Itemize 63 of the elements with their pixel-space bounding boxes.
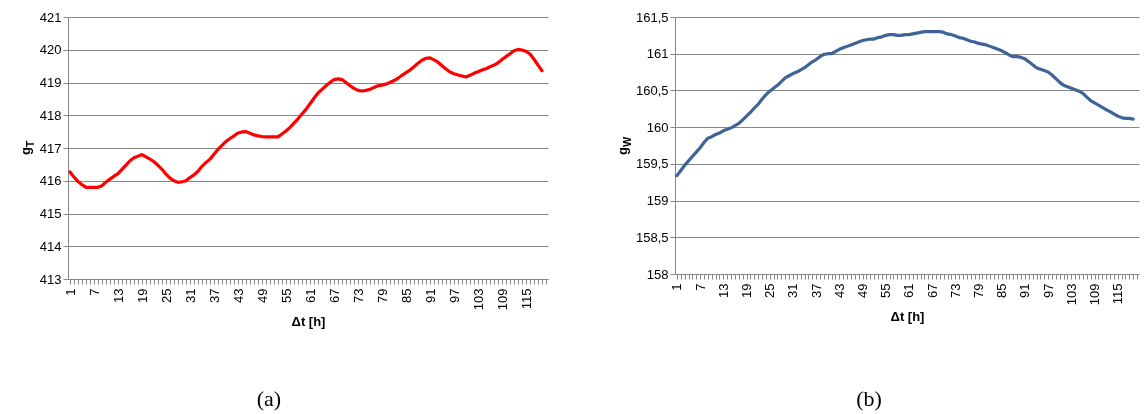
x-tick-label: 67: [924, 283, 940, 298]
x-tick-label: 1: [62, 288, 78, 296]
y-tick-label: 419: [39, 75, 62, 90]
x-tick-label: 73: [350, 288, 366, 303]
x-tick-label: 7: [692, 283, 708, 291]
x-tick-label: 109: [494, 288, 510, 311]
x-tick-label: 79: [374, 288, 390, 303]
x-tick-label: 115: [1110, 283, 1126, 305]
x-tick-label: 31: [785, 283, 801, 298]
x-tick-label: 97: [1040, 283, 1056, 298]
x-tick-label: 97: [446, 288, 462, 303]
y-tick-label: 158: [646, 266, 669, 282]
x-tick-label: 43: [831, 283, 847, 298]
text: (b): [855, 386, 883, 412]
y-tick-label: 159: [646, 193, 669, 209]
y-tick-label: 160,5: [635, 82, 669, 98]
line-series: [68, 47, 544, 189]
x-tick-label: 43: [230, 288, 246, 303]
x-tick-label: 115: [518, 288, 534, 310]
x-tick-label: 103: [1063, 283, 1079, 306]
x-tick-label: 103: [470, 288, 486, 311]
y-tick-label: 418: [39, 107, 62, 123]
x-tick-label: 13: [110, 288, 126, 303]
x-tick-label: 79: [971, 283, 987, 298]
x-tick-label: 55: [278, 288, 294, 303]
x-axis-title: Δt [h]: [291, 314, 326, 330]
y-tick-label: 161: [646, 46, 669, 62]
x-tick-label: 7: [86, 288, 102, 296]
x-tick-label: 61: [302, 288, 318, 303]
y-tick-label: 159,5: [635, 156, 669, 172]
x-tick-label: 85: [994, 283, 1010, 298]
text: (a): [255, 386, 283, 412]
y-tick-label: 161,5: [635, 9, 669, 25]
y-tick-label: 415: [39, 206, 62, 221]
y-tick-label: 420: [39, 42, 62, 58]
x-tick-label: 55: [878, 283, 894, 298]
x-tick-label: 25: [158, 288, 174, 303]
x-axis-title: Δt [h]: [890, 309, 925, 325]
x-tick-label: 37: [808, 283, 824, 298]
x-tick-label: 49: [855, 283, 871, 298]
y-tick-label: 414: [39, 238, 62, 254]
x-tick-label: 85: [398, 288, 414, 303]
x-tick-label: 1: [669, 283, 685, 291]
y-tick-label: 416: [39, 173, 62, 189]
x-tick-label: 109: [1087, 283, 1103, 306]
y-tick-label: 160: [646, 119, 669, 135]
x-tick-label: 31: [182, 288, 198, 303]
y-tick-label: 421: [39, 9, 62, 25]
y-tick-label: 158,5: [635, 229, 669, 245]
x-tick-label: 25: [762, 283, 778, 298]
line-series: [675, 30, 1135, 178]
x-tick-label: 13: [715, 283, 731, 298]
x-tick-label: 19: [739, 283, 755, 298]
y-tick-label: 413: [39, 271, 62, 287]
x-tick-label: 91: [1017, 283, 1033, 298]
x-tick-label: 73: [947, 283, 963, 298]
y-tick-label: 417: [39, 140, 62, 156]
x-tick-label: 37: [206, 288, 222, 303]
x-tick-label: 61: [901, 283, 917, 298]
x-tick-label: 91: [422, 288, 438, 303]
x-tick-label: 67: [326, 288, 342, 303]
x-tick-label: 49: [254, 288, 270, 303]
x-tick-label: 19: [134, 288, 150, 303]
